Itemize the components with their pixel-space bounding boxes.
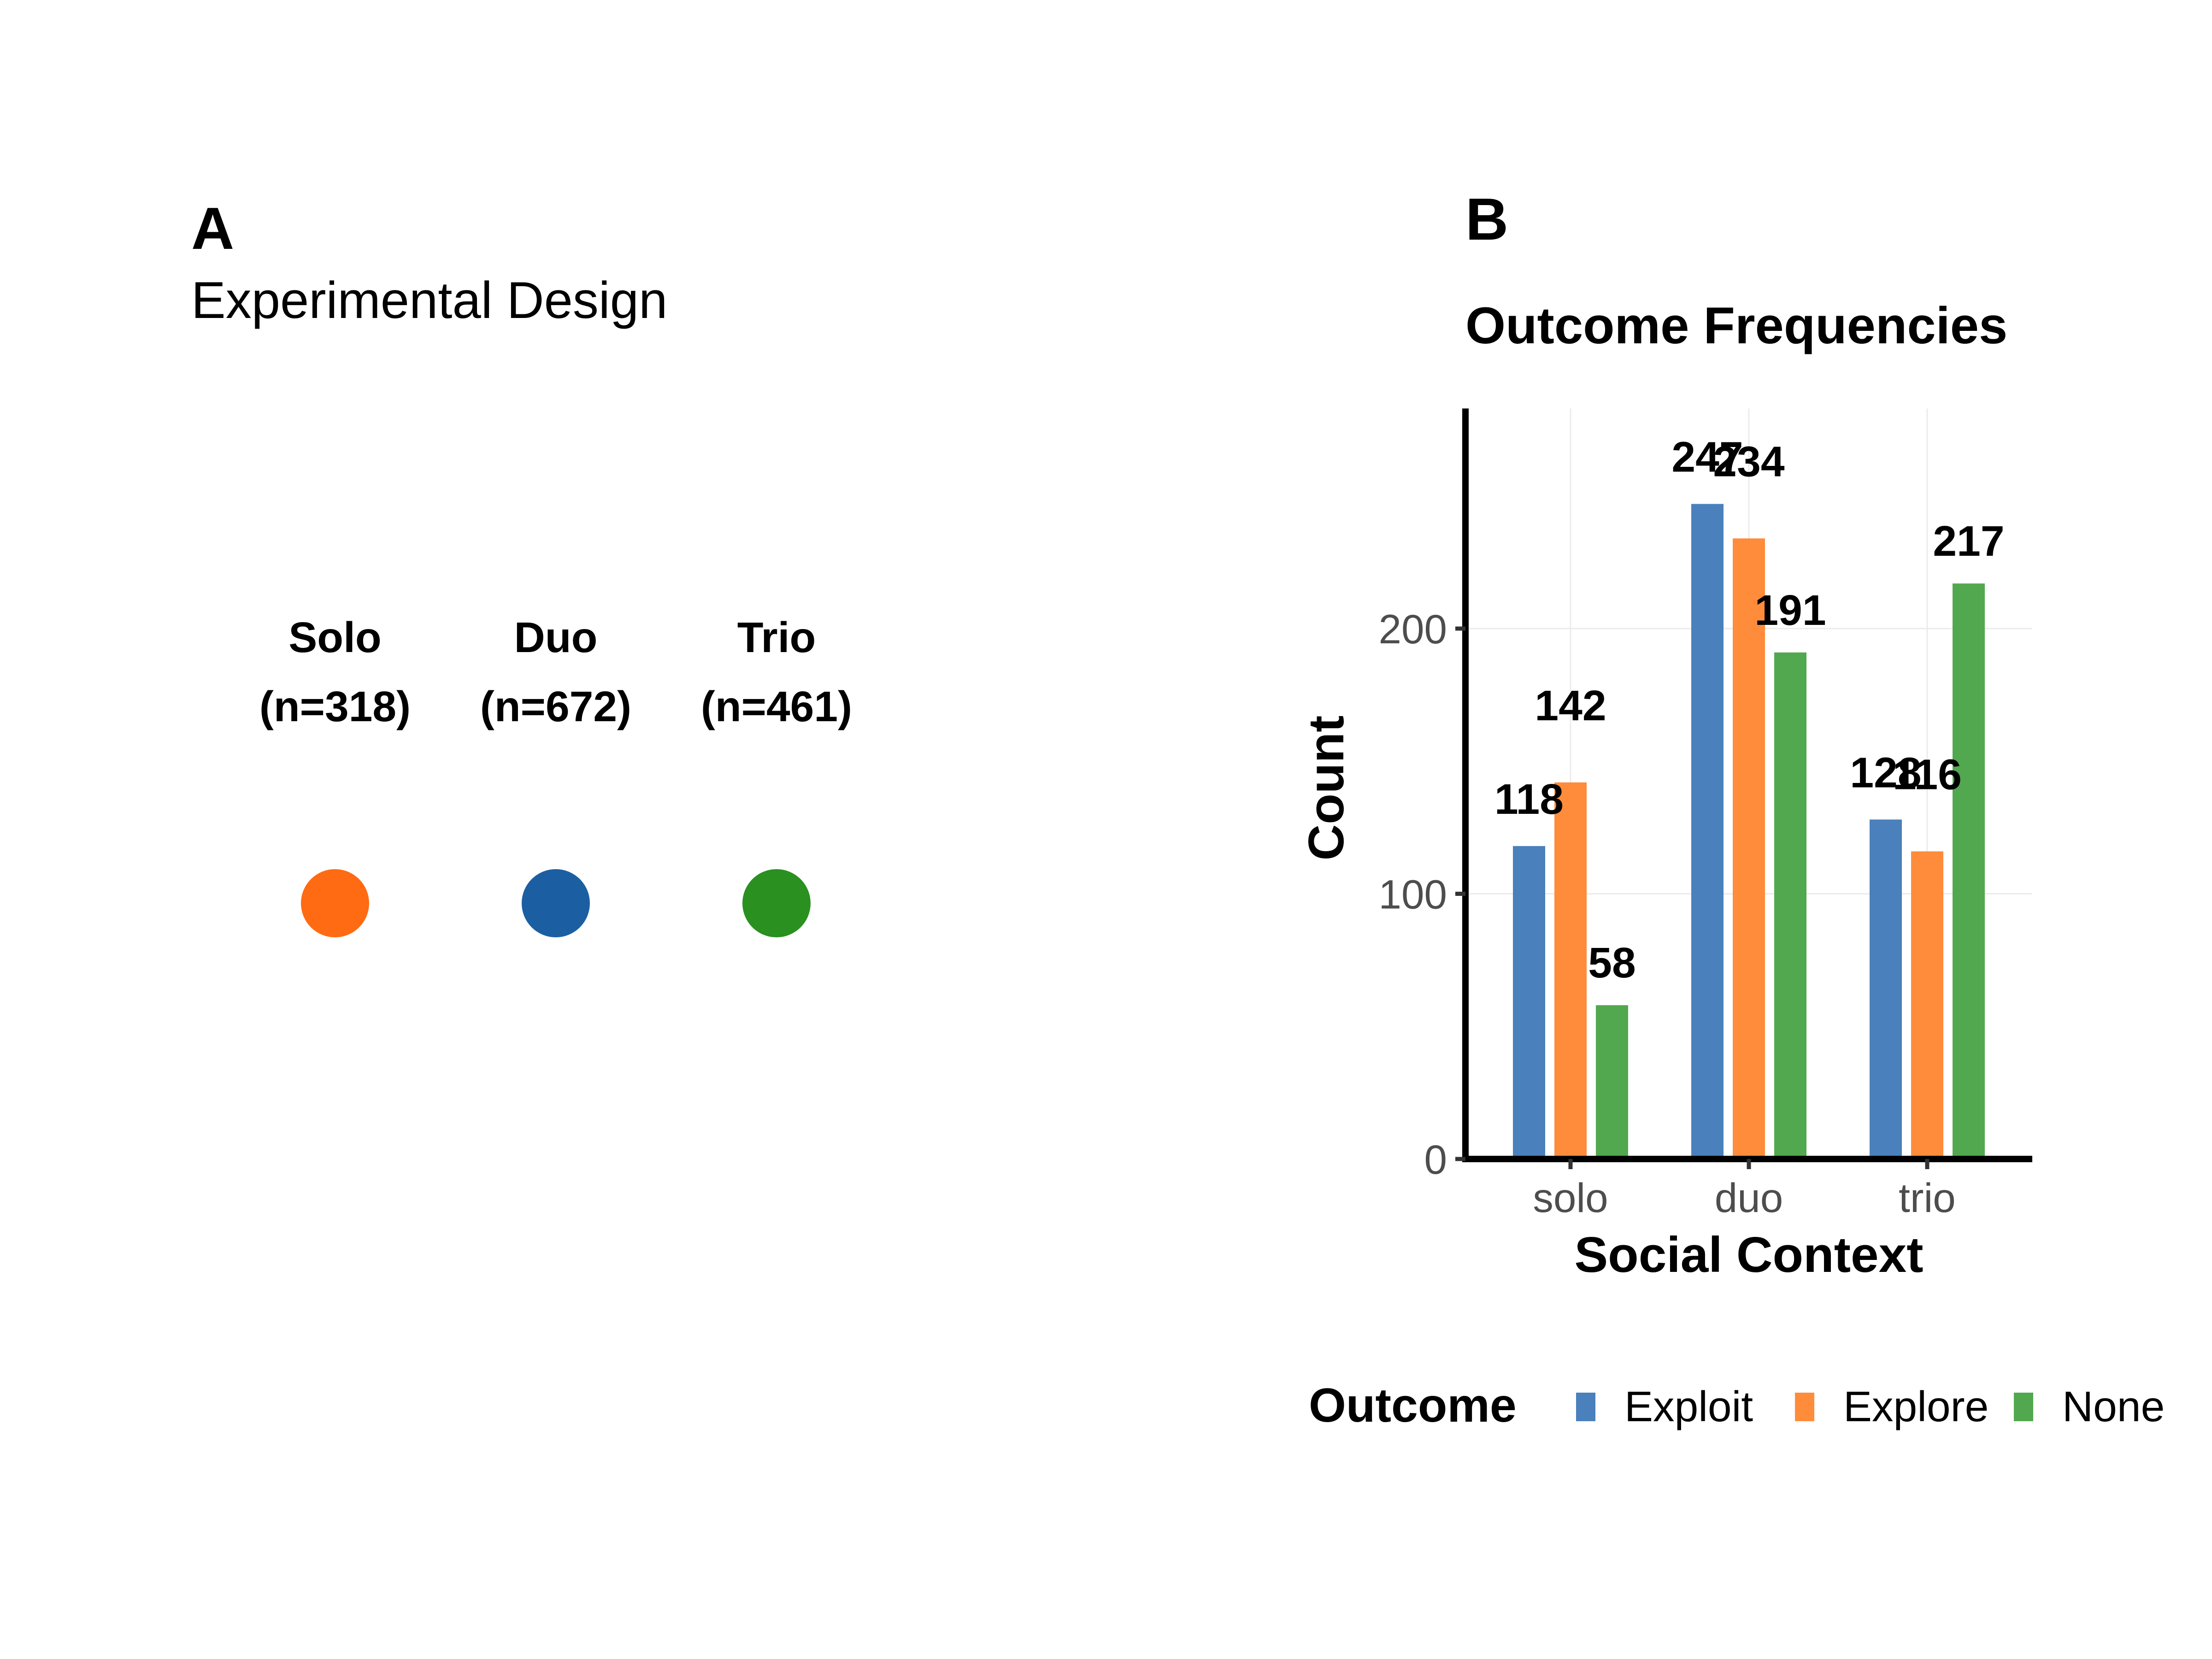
x-tick-label: solo (1533, 1175, 1608, 1221)
chart-title: Outcome Frequencies (1465, 297, 2007, 354)
condition-name: Trio (737, 613, 816, 661)
data-label-none-solo: 58 (1588, 939, 1635, 987)
legend-swatch (1795, 1393, 1814, 1421)
data-label-explore-duo: 234 (1713, 437, 1784, 485)
legend-item-none: None (2014, 1382, 2165, 1430)
condition-dot (742, 869, 811, 937)
data-label-none-duo: 191 (1754, 586, 1826, 634)
panel-b: B Outcome Frequencies 118142582472341911… (1298, 186, 2165, 1432)
condition-solo: Solo (n=318) (259, 613, 411, 937)
data-label-none-trio: 217 (1933, 517, 2004, 565)
condition-trio: Trio (n=461) (701, 613, 852, 937)
data-label-explore-trio: 116 (1893, 750, 1962, 798)
data-label-explore-solo: 142 (1535, 682, 1606, 729)
y-axis-title: Count (1298, 716, 1354, 861)
legend-item-explore: Explore (1795, 1382, 1988, 1430)
x-tick-label: duo (1715, 1175, 1783, 1221)
legend-label: Exploit (1624, 1382, 1753, 1430)
panel-a-letter: A (191, 195, 234, 262)
condition-duo: Duo (n=672) (480, 613, 631, 937)
panel-a: A Experimental Design Solo (n=318) Duo (n=6… (191, 195, 852, 937)
bar-explore-solo (1554, 782, 1587, 1159)
bar-none-trio (1953, 583, 1985, 1159)
bars (1513, 504, 1985, 1159)
condition-n: (n=672) (480, 682, 631, 730)
legend-items: Exploit Explore None (1576, 1382, 2165, 1430)
bar-none-duo (1774, 652, 1806, 1159)
legend: Outcome Exploit Explore None (1309, 1379, 2165, 1432)
y-tick-label: 200 (1379, 606, 1447, 652)
bar-exploit-trio (1870, 819, 1902, 1159)
x-tick-label: trio (1899, 1175, 1956, 1221)
legend-label: None (2062, 1382, 2165, 1430)
bar-explore-duo (1733, 538, 1765, 1159)
condition-n: (n=461) (701, 682, 852, 730)
condition-dot (301, 869, 369, 937)
y-tick-label: 100 (1379, 871, 1447, 918)
y-ticks: 0 100 200 (1379, 606, 1465, 1182)
panel-a-subtitle: Experimental Design (191, 271, 667, 329)
x-axis-title: Social Context (1574, 1227, 1923, 1283)
bar-exploit-duo (1691, 504, 1724, 1159)
legend-label: Explore (1843, 1382, 1988, 1430)
legend-title: Outcome (1309, 1379, 1517, 1432)
condition-name: Solo (288, 613, 382, 661)
legend-swatch (2014, 1393, 2033, 1421)
panel-b-letter: B (1465, 186, 1508, 253)
legend-item-exploit: Exploit (1576, 1382, 1753, 1430)
y-tick-label: 0 (1424, 1136, 1447, 1182)
condition-list: Solo (n=318) Duo (n=672) Trio (n=461) (259, 613, 852, 937)
bar-none-solo (1596, 1005, 1628, 1159)
data-label-exploit-trio: 128 (1850, 748, 1921, 796)
data-label-exploit-duo: 247 (1671, 433, 1743, 481)
bar-exploit-solo (1513, 846, 1545, 1159)
condition-n: (n=318) (259, 682, 411, 730)
data-label-exploit-solo: 118 (1494, 775, 1564, 823)
condition-name: Duo (514, 613, 598, 661)
legend-swatch (1576, 1393, 1595, 1421)
bar-explore-trio (1911, 851, 1943, 1159)
condition-dot (522, 869, 590, 937)
x-ticks: solo duo trio (1533, 1159, 1956, 1221)
